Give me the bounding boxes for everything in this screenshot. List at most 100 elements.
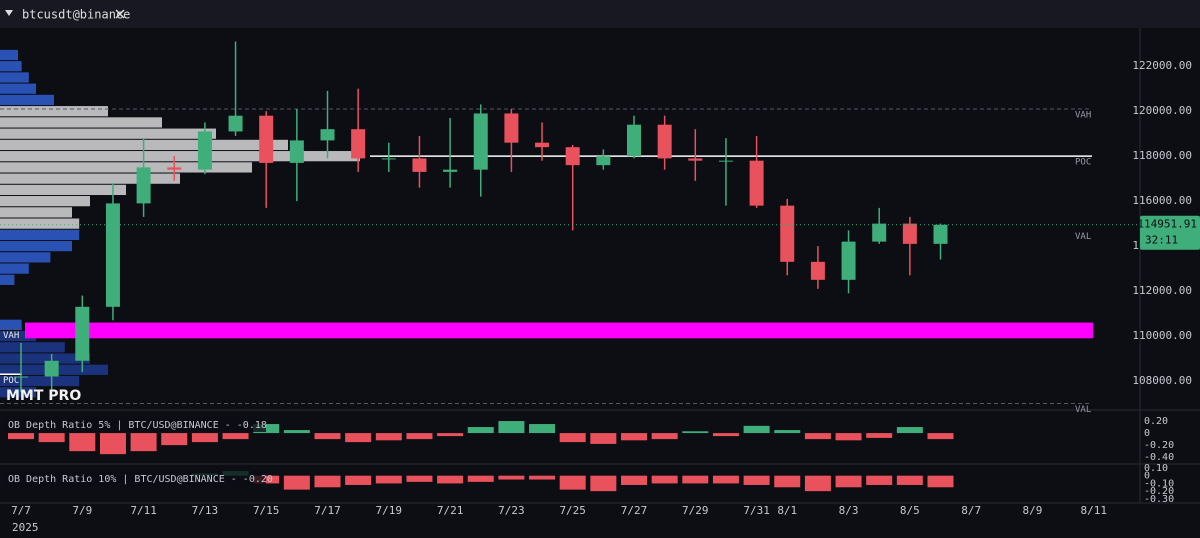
y-tick-label: -0.20 xyxy=(1144,486,1174,497)
volume-profile-bar xyxy=(0,94,54,106)
y-tick-label: -0.30 xyxy=(1144,494,1174,505)
y-tick-label: 0 xyxy=(1144,428,1150,439)
volume-profile-bar xyxy=(0,207,72,218)
volume-profile-bar xyxy=(0,128,216,139)
volume-profile-bar xyxy=(0,240,72,252)
depth-bar xyxy=(498,475,525,480)
x-tick-label: 7/7 xyxy=(11,504,31,517)
depth-bar xyxy=(38,433,65,443)
depth-bar xyxy=(896,427,923,434)
y-tick-label: 120000.00 xyxy=(1132,104,1192,117)
x-tick-label: 8/9 xyxy=(1023,504,1043,517)
x-tick-label: 8/7 xyxy=(961,504,981,517)
menu-icon[interactable] xyxy=(5,10,13,16)
depth-bar xyxy=(927,433,954,440)
depth-bar xyxy=(682,431,709,434)
depth-bar xyxy=(406,475,433,482)
countdown: 32:11 xyxy=(1145,234,1178,247)
depth-bar xyxy=(283,430,310,434)
candle-body xyxy=(197,131,212,170)
depth-bar xyxy=(712,433,739,437)
x-tick-label: 7/29 xyxy=(682,504,709,517)
x-tick-label: 7/21 xyxy=(437,504,464,517)
depth-bar xyxy=(651,433,678,440)
close-tab[interactable] xyxy=(115,9,125,19)
depth-bar xyxy=(621,475,647,485)
candle-body xyxy=(473,113,488,170)
depth-bar xyxy=(314,433,341,440)
volume-profile-bar xyxy=(0,117,162,128)
y-tick-label: 112000.00 xyxy=(1132,284,1192,297)
candle-body xyxy=(810,261,825,280)
depth-bar xyxy=(253,424,280,434)
candle-body xyxy=(289,140,304,163)
candle-body xyxy=(627,124,641,157)
depth-bar xyxy=(743,425,770,434)
depth-bar xyxy=(314,475,341,488)
volume-profile-bar xyxy=(0,274,15,285)
volume-profile-bar xyxy=(0,218,80,229)
year-label: 2025 xyxy=(12,521,39,534)
depth-bar xyxy=(682,475,709,484)
panel-title: OB Depth Ratio 5% | BTC/USD@BINANCE - -0… xyxy=(8,420,267,431)
depth-bar xyxy=(866,433,893,438)
x-tick-label: 8/3 xyxy=(839,504,859,517)
depth-bar xyxy=(743,475,770,485)
x-tick-label: 7/19 xyxy=(376,504,403,517)
depth-bar xyxy=(804,475,831,492)
y-tick-label: 108000.00 xyxy=(1132,374,1192,387)
candle-body xyxy=(841,241,856,280)
volume-profile-bar xyxy=(0,387,36,398)
candle-body xyxy=(443,169,458,172)
candle-body xyxy=(105,203,120,307)
x-tick-label: 7/9 xyxy=(72,504,92,517)
x-tick-label: 7/15 xyxy=(253,504,280,517)
candle-body xyxy=(535,142,550,148)
candle-body xyxy=(902,223,917,244)
depth-bar xyxy=(283,475,310,490)
x-tick-label: 7/27 xyxy=(621,504,648,517)
candle-body xyxy=(780,205,795,262)
x-tick-label: 7/11 xyxy=(130,504,157,517)
depth-bar xyxy=(896,475,923,485)
depth-bar xyxy=(498,421,525,434)
y-tick-label: 0.20 xyxy=(1144,416,1168,427)
depth-bar xyxy=(590,475,617,492)
candle-body xyxy=(596,156,611,166)
y-tick-label: 116000.00 xyxy=(1132,194,1192,207)
volume-profile-bar xyxy=(0,173,180,184)
level-label: POC xyxy=(3,376,19,386)
depth-bar xyxy=(467,427,494,434)
volume-profile-bar xyxy=(0,72,29,83)
volume-profile-bar xyxy=(0,83,36,94)
volume-profile-bar xyxy=(0,319,22,330)
y-tick-label: -0.40 xyxy=(1144,452,1174,463)
volume-profile-bar xyxy=(0,353,90,364)
panel-title-bg xyxy=(4,472,266,486)
watermark: MMT PRO xyxy=(6,388,81,404)
volume-profile-bar xyxy=(0,229,80,240)
candle-body xyxy=(136,167,151,204)
depth-bar xyxy=(437,475,464,484)
volume-profile-bar xyxy=(0,342,65,353)
volume-profile-bar xyxy=(0,252,51,263)
volume-profile-bar xyxy=(0,196,90,207)
depth-bar xyxy=(590,433,617,444)
last-price-box xyxy=(1140,215,1200,250)
y-tick-label: 110000.00 xyxy=(1132,329,1192,342)
depth-bar xyxy=(69,433,96,452)
level-label: VAL xyxy=(1075,405,1091,415)
depth-bar xyxy=(559,475,586,490)
depth-bar xyxy=(774,475,801,488)
tab-title[interactable]: btcusdt@binance xyxy=(22,8,130,22)
depth-bar xyxy=(375,475,402,484)
candle-body xyxy=(259,115,274,163)
x-tick-label: 7/31 xyxy=(743,504,770,517)
volume-profile-bar xyxy=(0,61,22,72)
last-price-label: 114951.91 xyxy=(1137,218,1197,231)
depth-bar xyxy=(621,433,647,441)
candle-body xyxy=(44,360,59,377)
candle-body xyxy=(504,113,519,143)
